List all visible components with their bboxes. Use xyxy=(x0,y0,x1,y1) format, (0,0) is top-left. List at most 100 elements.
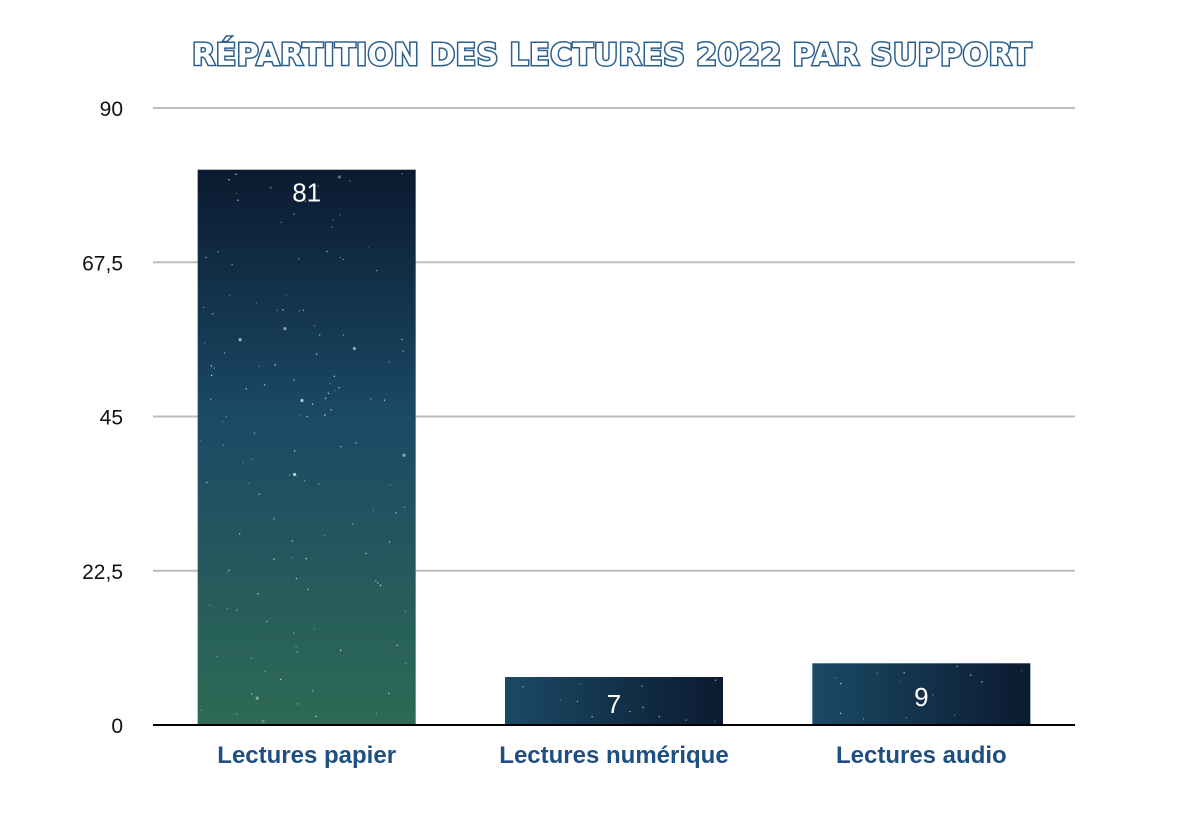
y-tick-label: 90 xyxy=(100,98,123,121)
bar-star xyxy=(306,415,308,418)
bar-star xyxy=(981,681,983,683)
bar-star xyxy=(210,398,212,400)
bar-star xyxy=(228,294,231,297)
bar-star xyxy=(293,379,295,381)
y-axis-tick-labels: 0 22,5 45 67,5 90 xyxy=(82,98,123,738)
y-tick-label: 22,5 xyxy=(82,561,123,584)
bar-star xyxy=(876,672,879,674)
bar-star xyxy=(383,399,386,401)
bar-star xyxy=(714,720,716,723)
y-tick-label: 45 xyxy=(100,407,123,430)
bar-star xyxy=(199,439,202,442)
bar-star xyxy=(1020,670,1023,672)
bar-star xyxy=(342,334,345,336)
bar-star xyxy=(402,350,404,352)
bar-star xyxy=(342,258,344,261)
bar-star xyxy=(209,604,211,606)
bar-star xyxy=(237,199,239,201)
bar-star xyxy=(372,509,375,511)
bar-star xyxy=(302,309,305,312)
bar-star xyxy=(250,657,252,660)
bar-star xyxy=(266,620,268,623)
bar-star xyxy=(255,302,258,304)
bar-star xyxy=(293,632,295,634)
bar-star xyxy=(324,535,326,537)
bar-star xyxy=(280,221,282,224)
bar-star xyxy=(839,712,842,715)
bar-star xyxy=(324,397,327,400)
bar-star xyxy=(311,690,314,692)
bar-star xyxy=(375,269,378,272)
bar-star xyxy=(402,453,406,457)
bar-star xyxy=(522,686,524,688)
bar-star xyxy=(283,327,287,331)
bar-star xyxy=(642,706,644,709)
data-label: 7 xyxy=(607,689,621,719)
bar-star xyxy=(305,558,307,560)
bar-star xyxy=(210,365,213,367)
bar-star xyxy=(293,213,295,215)
bar-star xyxy=(396,644,398,647)
bar-star xyxy=(216,655,218,658)
bar-star xyxy=(355,442,357,444)
bar-star xyxy=(298,258,300,260)
bar-star xyxy=(333,375,336,377)
bar-star xyxy=(296,475,299,478)
bar-star xyxy=(280,678,282,681)
bar-star xyxy=(388,541,391,543)
bar-star xyxy=(217,251,219,253)
bar-star xyxy=(387,692,390,695)
bar-star xyxy=(288,474,291,476)
bar-star xyxy=(641,685,643,687)
bar-star xyxy=(899,680,901,683)
bar-star xyxy=(324,414,326,416)
bar-star xyxy=(370,398,372,400)
bar-star xyxy=(282,309,284,311)
bar-star xyxy=(255,696,259,700)
bar-star xyxy=(351,523,354,525)
data-label: 9 xyxy=(914,682,928,712)
bar-star xyxy=(318,334,321,336)
bar-star xyxy=(290,556,293,559)
bar-star xyxy=(213,367,215,369)
bar-star xyxy=(377,582,379,584)
bar-star xyxy=(303,480,306,482)
bar-star xyxy=(835,677,837,679)
bar-star xyxy=(905,716,908,719)
bar-star xyxy=(204,342,206,344)
bar-star xyxy=(245,388,247,390)
bar-star xyxy=(231,263,233,266)
bar-star xyxy=(313,628,316,630)
bar-star xyxy=(337,175,342,179)
bar-star xyxy=(238,533,241,535)
y-tick-label: 67,5 xyxy=(82,252,123,275)
bar-1 xyxy=(197,169,416,725)
bar-star xyxy=(714,679,717,681)
bar-star xyxy=(311,403,314,405)
bar-star xyxy=(404,610,407,613)
bar-star xyxy=(954,714,956,716)
bar-star xyxy=(276,309,278,312)
bar-star xyxy=(236,713,238,715)
bar-star xyxy=(263,384,266,386)
bar-star xyxy=(862,718,865,720)
bar-star xyxy=(338,387,340,389)
bar-star xyxy=(293,472,297,477)
bar-star xyxy=(235,192,238,194)
bar-star xyxy=(330,409,332,411)
bar-star xyxy=(299,414,301,416)
data-labels: 81 7 9 xyxy=(292,178,928,719)
bar-star xyxy=(258,493,260,495)
bar-star xyxy=(223,352,226,354)
bar-star xyxy=(956,665,958,668)
bar-star xyxy=(352,346,356,351)
bar-star xyxy=(332,219,334,221)
bar-star xyxy=(295,577,298,580)
bar-star xyxy=(206,481,208,484)
bar-star xyxy=(228,179,230,181)
bar-star xyxy=(261,719,265,723)
bar-star xyxy=(349,180,351,182)
bar-star xyxy=(257,593,259,595)
